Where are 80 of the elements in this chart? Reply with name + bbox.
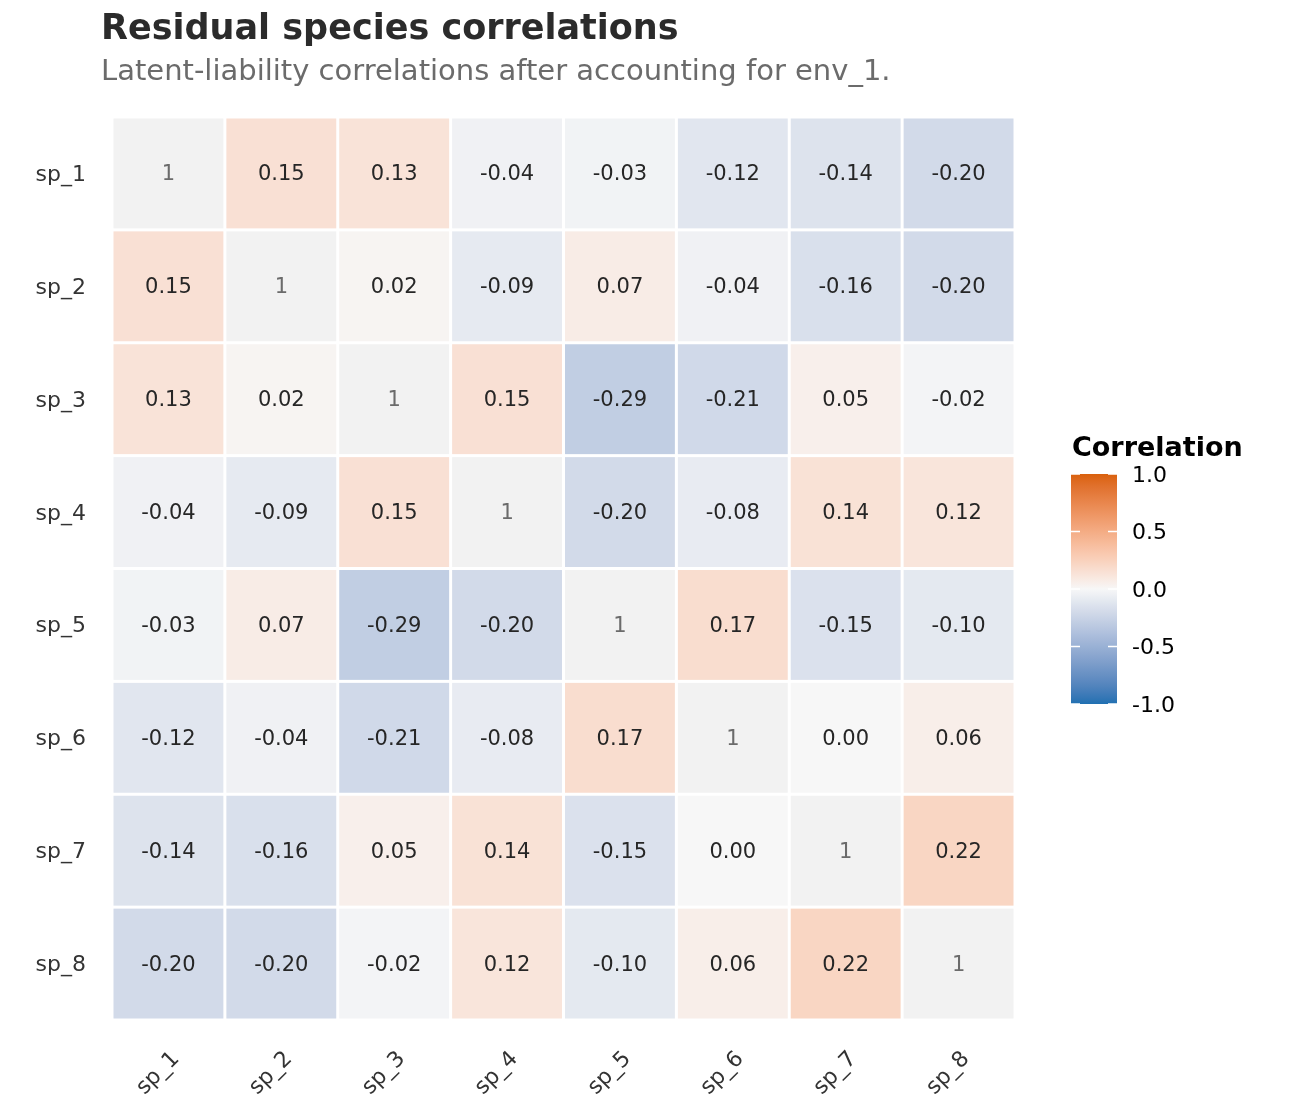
data-label: 0.17 [709, 612, 757, 637]
y-tick-label: sp_7 [35, 838, 86, 865]
data-label: 0.00 [822, 725, 870, 750]
data-label: -0.20 [254, 951, 309, 976]
data-label: -0.04 [479, 161, 535, 186]
data-label: -0.12 [141, 725, 196, 750]
color-bar-label: -1.0 [1132, 691, 1175, 717]
color-bar-label: 0.5 [1132, 519, 1167, 544]
data-label: -0.29 [367, 612, 422, 637]
data-label: -0.04 [705, 274, 760, 299]
data-label: 0.06 [709, 951, 757, 976]
data-label: -0.10 [931, 612, 986, 637]
data-label: 0.06 [935, 725, 982, 750]
data-label: -0.16 [818, 274, 873, 299]
y-tick-label: sp_1 [35, 160, 86, 187]
data-label: 0.15 [145, 274, 192, 299]
text: 1 [274, 274, 288, 299]
data-label: -0.04 [141, 500, 196, 525]
data-label: 0.12 [483, 951, 531, 976]
color-bar-label: -0.5 [1132, 634, 1175, 659]
y-tick-label: sp_2 [35, 273, 86, 300]
data-label: 0.15 [483, 387, 531, 412]
data-label: 0.15 [370, 500, 418, 525]
chart-title: Residual species correlations [101, 6, 679, 48]
text: 1 [726, 725, 740, 750]
text: 1 [613, 612, 627, 637]
y-tick-label: sp_4 [35, 499, 86, 526]
chart-subtitle: Latent-liability correlations after accounting for env_1. [101, 53, 891, 88]
text: 1 [161, 161, 176, 186]
data-label: -0.03 [592, 161, 648, 186]
data-label: 0.07 [596, 274, 644, 299]
data-label: -0.20 [931, 274, 986, 299]
data-label: -0.14 [141, 838, 196, 863]
data-label: -0.21 [367, 725, 422, 750]
data-label: -0.20 [141, 951, 196, 976]
text: 1 [951, 951, 966, 976]
color-bar-label: 0.0 [1132, 576, 1167, 602]
data-label: -0.20 [931, 161, 986, 186]
data-label: -0.02 [367, 951, 422, 976]
text: 1 [500, 500, 514, 525]
data-label: -0.08 [705, 500, 760, 525]
data-label: -0.15 [592, 838, 648, 863]
data-label: -0.15 [818, 612, 873, 637]
data-label: 0.13 [145, 387, 192, 412]
data-label: -0.20 [592, 500, 648, 525]
data-label: -0.08 [479, 725, 535, 750]
data-label: 0.15 [257, 161, 305, 186]
data-label: -0.12 [705, 161, 760, 186]
data-label: 0.14 [483, 838, 531, 863]
data-label: 0.00 [709, 838, 757, 863]
data-label: 0.02 [257, 387, 305, 412]
y-tick-label: sp_8 [35, 951, 86, 978]
data-label: -0.09 [254, 500, 309, 525]
data-label: 0.02 [370, 274, 418, 299]
color-bar-label: 1.0 [1132, 461, 1167, 487]
data-label: 0.05 [370, 838, 418, 863]
data-label: -0.29 [592, 387, 648, 412]
data-label: -0.10 [592, 951, 648, 976]
data-label: -0.09 [479, 274, 535, 299]
data-label: 0.14 [822, 500, 870, 525]
data-label: -0.02 [931, 387, 986, 412]
data-label: 0.05 [822, 387, 870, 412]
y-tick-label: sp_5 [35, 612, 86, 639]
text: 1 [387, 387, 401, 412]
data-label: -0.03 [141, 612, 196, 637]
y-tick-label: sp_6 [35, 725, 86, 752]
data-label: -0.16 [254, 838, 309, 863]
color-bar-title: Correlation [1072, 431, 1243, 462]
data-label: 0.13 [370, 161, 418, 186]
data-label: 0.22 [822, 951, 870, 976]
data-label: -0.14 [818, 161, 873, 186]
data-label: 0.17 [596, 725, 644, 750]
data-label: -0.20 [479, 612, 535, 637]
data-label: 0.12 [935, 500, 982, 525]
text: 1 [839, 838, 853, 863]
data-label: 0.07 [257, 612, 305, 637]
y-tick-label: sp_3 [35, 386, 86, 413]
data-label: 0.22 [935, 838, 982, 863]
data-label: -0.21 [705, 387, 760, 412]
data-label: -0.04 [254, 725, 309, 750]
